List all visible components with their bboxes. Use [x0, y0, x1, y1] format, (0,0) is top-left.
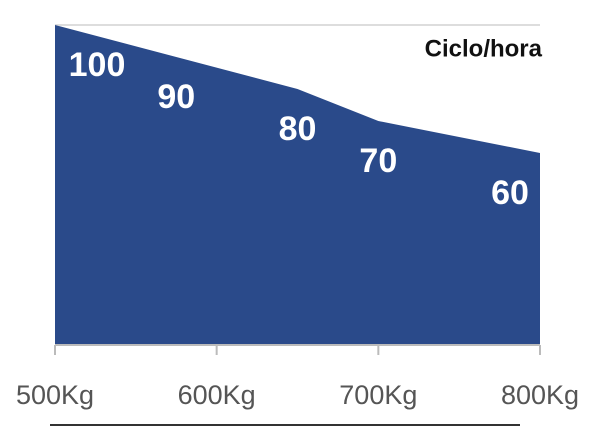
x-tick-label: 700Kg [339, 380, 417, 410]
x-tick-label: 500Kg [16, 380, 94, 410]
area [55, 25, 540, 345]
data-label: 90 [157, 78, 195, 116]
data-label: 60 [491, 174, 529, 212]
x-tick-label: 600Kg [178, 380, 256, 410]
x-tick-label: 800Kg [501, 380, 579, 410]
data-label: 80 [279, 110, 317, 148]
data-label: 70 [359, 142, 397, 180]
data-label: 100 [69, 46, 126, 84]
legend-label: Ciclo/hora [425, 35, 543, 62]
